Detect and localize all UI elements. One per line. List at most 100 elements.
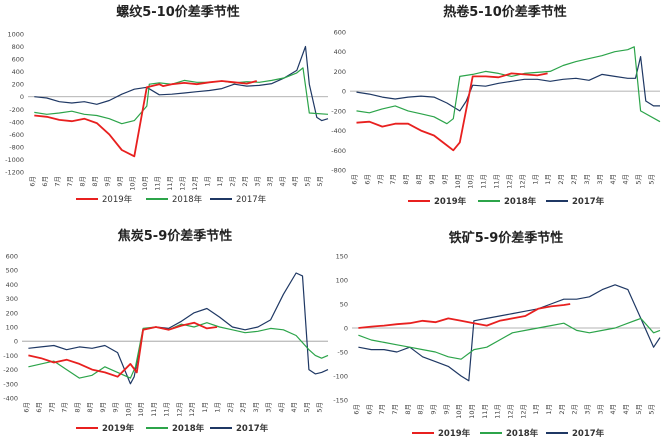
- legend-label-2017: 2017年: [572, 196, 605, 207]
- legend-label-2018: 2018年: [506, 428, 539, 439]
- chart-panel-3: 焦炭5-9价差季节性 -400 -300 -200 -100 0 100 200 300 400 5…: [3, 228, 329, 434]
- x-tick-label: 3月: [596, 174, 604, 185]
- x-tick-label: 10月: [137, 402, 145, 417]
- y-tick-label: 100: [336, 277, 348, 285]
- x-tick-label: 3月: [596, 404, 604, 415]
- x-tick-label: 2月: [571, 404, 579, 415]
- x-tick-label: 7月: [378, 404, 386, 415]
- x-tick-label: 2月: [241, 176, 249, 187]
- x-tick-label: 5月: [648, 404, 656, 415]
- x-tick-label: 5月: [316, 402, 324, 413]
- y-tick-label: -400: [331, 127, 346, 135]
- x-tick-label: 12月: [178, 176, 186, 191]
- x-tick-label: 3月: [583, 404, 591, 415]
- x-tick-label: 4月: [622, 174, 630, 185]
- x-tick-label: 12月: [188, 402, 196, 417]
- x-tick-label: 8月: [417, 404, 425, 415]
- series-line-2018: [358, 317, 661, 360]
- x-tick-label: 8月: [402, 174, 410, 185]
- chart-title: 热卷5-10价差季节性: [443, 4, 567, 20]
- y-tick-label: -1200: [5, 169, 24, 177]
- y-tick-label: 600: [6, 253, 18, 261]
- y-tick-label: -50: [337, 349, 348, 357]
- x-tick-label: 11月: [150, 402, 158, 417]
- x-tick-label: 4月: [290, 402, 298, 413]
- x-tick-label: 5月: [303, 402, 311, 413]
- legend-label-2019: 2019年: [434, 196, 467, 207]
- y-tick-label: 200: [334, 68, 346, 76]
- x-tick-label: 2月: [226, 402, 234, 413]
- x-tick-label: 5月: [303, 176, 311, 187]
- x-tick-label: 7月: [391, 404, 399, 415]
- chart-title: 焦炭5-9价差季节性: [117, 228, 233, 244]
- y-tick-label: -400: [9, 118, 24, 126]
- x-tick-label: 6月: [350, 174, 358, 185]
- y-tick-label: -100: [333, 373, 348, 381]
- x-tick-label: 5月: [648, 174, 656, 185]
- x-tick-label: 6月: [28, 176, 36, 187]
- y-tick-label: 300: [6, 295, 18, 303]
- x-tick-label: 12月: [191, 176, 199, 191]
- y-tick-label: -100: [3, 352, 18, 360]
- legend-label-2017: 2017年: [236, 194, 267, 205]
- x-tick-label: 1月: [545, 404, 553, 415]
- series-line-2017: [34, 45, 329, 122]
- x-tick-label: 8月: [86, 402, 94, 413]
- x-tick-label: 10月: [454, 174, 462, 189]
- x-tick-label: 9月: [103, 176, 111, 187]
- x-tick-label: 8月: [78, 176, 86, 187]
- x-tick-label: 7月: [48, 402, 56, 413]
- x-tick-label: 3月: [253, 176, 261, 187]
- y-tick-label: -150: [333, 397, 348, 405]
- x-tick-label: 3月: [252, 402, 260, 413]
- y-tick-label: 600: [334, 29, 346, 37]
- y-tick-label: 400: [334, 48, 346, 56]
- x-tick-label: 7月: [61, 402, 69, 413]
- series-line-2019: [34, 80, 258, 158]
- y-tick-label: 400: [6, 281, 18, 289]
- y-tick-label: 0: [342, 88, 346, 96]
- x-tick-label: 6月: [35, 402, 43, 413]
- x-tick-label: 10月: [468, 404, 476, 419]
- x-tick-label: 6月: [41, 176, 49, 187]
- x-tick-label: 9月: [441, 174, 449, 185]
- x-tick-label: 12月: [519, 404, 527, 419]
- x-tick-label: 4月: [609, 404, 617, 415]
- y-tick-label: 0: [14, 338, 18, 346]
- x-tick-label: 3月: [583, 174, 591, 185]
- legend-label-2017: 2017年: [236, 423, 269, 434]
- y-tick-label: -200: [9, 106, 24, 114]
- x-tick-label: 10月: [455, 404, 463, 419]
- y-tick-label: -800: [331, 167, 346, 175]
- y-tick-label: 600: [12, 56, 24, 64]
- y-tick-label: -200: [3, 366, 18, 374]
- series-line-2019: [356, 72, 548, 152]
- x-tick-label: 5月: [635, 174, 643, 185]
- y-tick-label: -400: [3, 395, 18, 403]
- x-tick-label: 7月: [66, 176, 74, 187]
- chart-panel-4: 铁矿5-9价差季节性 -150 -100 -50 0 50 100 150 6月 6月 7月 7月 8月…: [333, 230, 661, 439]
- x-tick-label: 1月: [203, 176, 211, 187]
- legend-label-2018: 2018年: [172, 194, 203, 205]
- x-tick-label: 11月: [494, 404, 502, 419]
- y-tick-label: -200: [331, 107, 346, 115]
- x-tick-label: 5月: [316, 176, 324, 187]
- series-line-2019: [358, 303, 571, 329]
- y-tick-label: 400: [12, 68, 24, 76]
- x-tick-label: 9月: [429, 404, 437, 415]
- y-tick-label: -800: [9, 143, 24, 151]
- x-tick-label: 9月: [442, 404, 450, 415]
- x-tick-label: 1月: [544, 174, 552, 185]
- y-tick-label: -600: [331, 147, 346, 155]
- legend-label-2019: 2019年: [102, 194, 133, 205]
- x-tick-label: 1月: [532, 404, 540, 415]
- y-tick-label: 200: [6, 309, 18, 317]
- series-line-2018: [28, 322, 329, 379]
- x-tick-label: 6月: [365, 404, 373, 415]
- x-tick-label: 1月: [216, 176, 224, 187]
- x-tick-label: 4月: [609, 174, 617, 185]
- x-tick-label: 3月: [266, 176, 274, 187]
- legend-label-2019: 2019年: [438, 428, 471, 439]
- x-tick-label: 2月: [570, 174, 578, 185]
- x-tick-label: 4月: [277, 402, 285, 413]
